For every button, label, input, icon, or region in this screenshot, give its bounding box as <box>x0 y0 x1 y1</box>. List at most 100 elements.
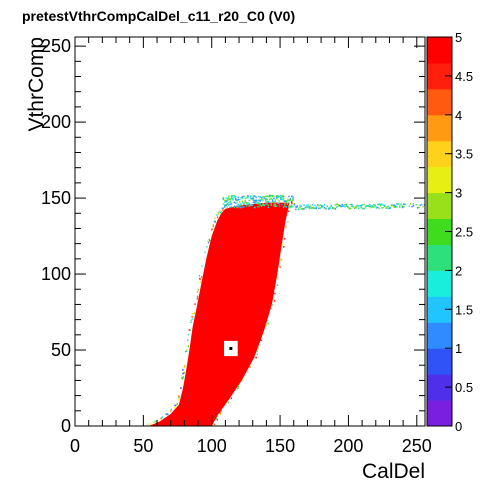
heatmap-cell <box>250 197 252 200</box>
heatmap-cell <box>266 200 268 203</box>
heatmap-cell <box>224 204 226 206</box>
heatmap-cell <box>161 416 163 418</box>
heatmap-cell <box>263 195 266 198</box>
heatmap-cell <box>284 203 286 205</box>
y-tick-label: 250 <box>41 36 71 56</box>
heatmap-cell <box>356 204 359 207</box>
heatmap-cell <box>285 201 287 204</box>
heatmap-cell <box>404 203 406 206</box>
color-scale-band <box>427 37 452 64</box>
heatmap-cell <box>245 205 248 207</box>
plot-frame <box>74 36 426 427</box>
heatmap-cell <box>383 205 386 208</box>
heatmap-cell <box>265 201 267 203</box>
heatmap-cell <box>225 204 227 207</box>
heatmap-cell <box>276 284 279 287</box>
heatmap-cell <box>284 205 286 207</box>
heatmap-cell <box>230 203 233 205</box>
heatmap-cell <box>225 204 227 206</box>
heatmap-cell <box>409 203 412 205</box>
heatmap-cell <box>188 329 190 331</box>
heatmap-cell <box>251 197 253 200</box>
heatmap-cell <box>201 265 203 267</box>
heatmap-cell <box>347 206 349 208</box>
heatmap-cell <box>370 206 372 209</box>
heatmap-cell <box>419 204 421 206</box>
heatmap-cell <box>296 205 298 207</box>
heatmap-cell <box>393 204 395 206</box>
heatmap-cell <box>207 241 210 244</box>
heatmap-cell <box>386 207 389 210</box>
heatmap-cell <box>303 204 305 206</box>
heatmap-cell <box>230 197 233 199</box>
y-tick-label: 150 <box>41 188 71 208</box>
heatmap-cell <box>196 297 199 300</box>
heatmap-cell <box>321 206 323 208</box>
heatmap-cell <box>249 366 251 368</box>
heatmap-cell <box>229 198 231 201</box>
heatmap-cell <box>181 378 184 380</box>
heatmap-cell <box>300 208 302 210</box>
heatmap-cell <box>237 203 240 206</box>
heatmap-cell <box>377 206 379 209</box>
heatmap-cell <box>285 200 287 202</box>
heatmap-cell <box>373 206 375 208</box>
heatmap-cell <box>200 276 203 278</box>
heatmap-cell <box>280 259 283 261</box>
heatmap-cell <box>358 207 360 210</box>
heatmap-cell <box>278 203 281 206</box>
heatmap-cell <box>222 197 225 199</box>
heatmap-cell <box>234 202 237 204</box>
heatmap-cell <box>341 203 344 206</box>
heatmap-cell <box>265 324 268 326</box>
heatmap-cell <box>270 202 272 204</box>
heatmap-cell <box>348 207 350 209</box>
heatmap-cell <box>258 199 260 202</box>
heatmap-cell <box>219 211 222 214</box>
heatmap-cell <box>266 198 268 200</box>
heatmap-cell <box>262 198 264 201</box>
heatmap-cell <box>176 403 179 405</box>
heatmap-cell <box>190 321 192 324</box>
heatmap-cell <box>316 204 319 206</box>
heatmap-cell <box>244 197 246 200</box>
heatmap-cell <box>236 199 238 202</box>
heatmap-cell <box>285 206 287 208</box>
heatmap-cell <box>319 204 322 207</box>
heatmap-cell <box>288 199 290 202</box>
heatmap-cell <box>265 203 267 205</box>
heatmap-cell <box>229 200 231 203</box>
heatmap-cell <box>308 206 311 208</box>
heatmap-cell <box>191 312 194 315</box>
heatmap-cell <box>229 203 231 206</box>
heatmap-cell <box>291 204 293 206</box>
heatmap-cell <box>269 195 271 198</box>
heatmap-cell <box>260 199 263 201</box>
heatmap-cell <box>178 398 180 401</box>
heatmap-cell <box>240 204 242 206</box>
heatmap-cell <box>230 397 233 400</box>
heatmap-cell <box>301 208 304 210</box>
heatmap-cell <box>234 195 237 198</box>
heatmap-cell <box>367 205 369 207</box>
heatmap-cell <box>226 203 229 205</box>
heatmap-cell <box>274 205 277 208</box>
heatmap-cell <box>225 201 227 203</box>
heatmap-cell <box>300 205 302 208</box>
heatmap-cell <box>233 205 235 208</box>
heatmap-cell <box>359 205 361 207</box>
heatmap-cell <box>256 205 259 208</box>
heatmap-cell <box>239 198 241 201</box>
heatmap-cell <box>389 207 391 209</box>
heatmap-cell <box>295 206 297 208</box>
heatmap-cell <box>191 316 193 318</box>
heatmap-cell <box>358 204 360 207</box>
heatmap-cell <box>181 376 184 379</box>
heatmap-cell <box>216 214 218 216</box>
heatmap-cell <box>311 204 313 206</box>
heatmap-cell <box>329 207 331 210</box>
heatmap-cell <box>364 205 367 208</box>
heatmap-cell <box>321 205 323 207</box>
heatmap-cell <box>221 209 224 211</box>
heatmap-cell <box>378 207 380 210</box>
